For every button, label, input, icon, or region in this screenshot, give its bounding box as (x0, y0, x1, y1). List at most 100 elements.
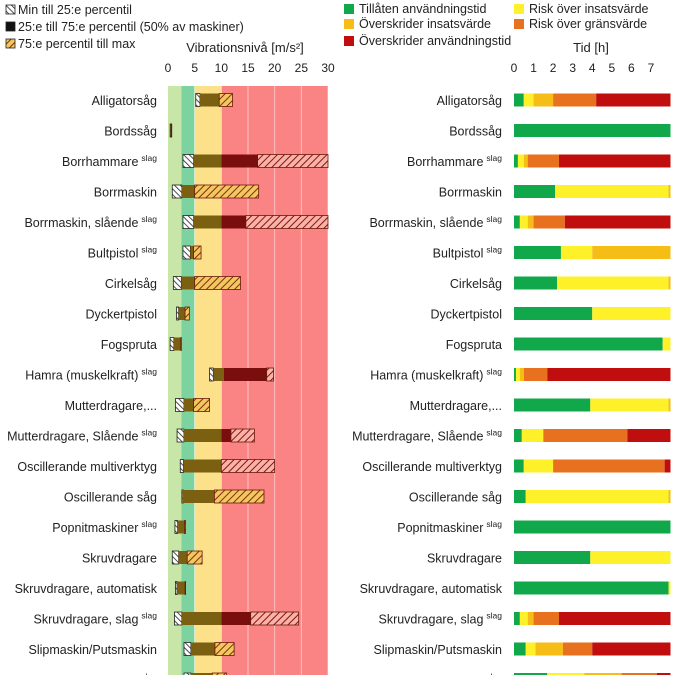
time-segment-2 (668, 398, 671, 412)
time-segment-0 (514, 215, 520, 229)
time-segment-1 (592, 307, 671, 320)
time-bar-7 (514, 307, 671, 320)
bar-min-p25 (209, 367, 214, 382)
bar-min-p25 (175, 581, 178, 595)
time-bar-16 (514, 581, 671, 595)
bar-p75-max (186, 550, 203, 565)
left-category-label: Bultpistol slag (88, 245, 158, 261)
right-legend-label: Överskrider användningstid (359, 34, 511, 48)
time-segment-3 (523, 368, 548, 381)
time-segment-0 (514, 124, 671, 137)
bar-p75-max (170, 123, 173, 138)
right-category-labels: Alligatorsåg Bordssåg Borrhammare slag Borrm… (352, 94, 503, 675)
bar-min-p25 (182, 245, 191, 260)
left-category-label: Borrhammare slag (62, 153, 157, 169)
left-category-label: Mutterdragare,... (65, 399, 157, 413)
time-segment-4 (564, 215, 671, 229)
bar-p75-max (193, 245, 202, 260)
right-legend: Tillåten användningstid Risk över insatsv… (344, 2, 649, 48)
bar-min-p25 (176, 428, 185, 443)
bar-min-p25 (182, 215, 195, 229)
time-segment-1 (668, 581, 671, 595)
bar-min-p25 (169, 337, 175, 351)
bar-p75-max (211, 672, 228, 675)
right-legend-label: Tillåten användningstid (359, 2, 486, 16)
time-segment-3 (562, 642, 593, 656)
time-segment-4 (558, 154, 671, 168)
right-category-label: Borrmaskin (439, 186, 502, 200)
vibration-bar-14 (174, 520, 187, 534)
time-bar-3 (514, 185, 671, 198)
vibration-bar-0 (195, 93, 233, 107)
time-bar-19 (514, 673, 671, 675)
time-segment-0 (514, 307, 593, 320)
right-legend-label: Risk över insatsvärde (529, 2, 649, 16)
time-segment-1 (523, 459, 554, 473)
time-segment-4 (664, 459, 671, 473)
vibration-bar-19 (183, 672, 228, 675)
right-category-label: Oscillerande såg (409, 491, 502, 505)
time-segment-3 (553, 459, 665, 473)
time-bar-10 (514, 398, 671, 412)
vibration-bar-9 (209, 367, 274, 382)
time-segment-0 (514, 93, 524, 107)
time-segment-1 (519, 612, 528, 625)
time-bar-15 (514, 551, 671, 564)
bar-p75-max (194, 184, 260, 199)
time-bar-14 (514, 520, 671, 534)
vibration-bar-18 (183, 642, 235, 656)
bar-min-p25 (176, 306, 180, 321)
bar-p25-p75 (183, 459, 222, 473)
time-segment-1 (662, 337, 671, 351)
left-x-axis-title: Vibrationsnivå [m/s²] (186, 40, 304, 55)
time-segment-1 (517, 154, 524, 168)
right-legend-swatch (344, 4, 354, 14)
right-category-label: Skruvdragare (427, 552, 502, 566)
vibration-bar-10 (175, 398, 211, 412)
left-category-label: Fogspruta (101, 338, 157, 352)
right-legend-label: Risk över gränsvärde (529, 17, 647, 31)
right-category-label: Oscillerande multiverktyg (362, 460, 502, 474)
right-category-label: Dyckertpistol (430, 308, 502, 322)
bar-min-p25 (195, 93, 201, 107)
vibration-bar-8 (169, 337, 182, 351)
right-x-tick-label: 1 (530, 61, 537, 75)
time-bar-17 (514, 612, 671, 625)
left-category-label: Skruvdragare, slag slag (33, 611, 157, 627)
time-segment-2 (533, 93, 554, 107)
vibration-bar-15 (171, 550, 203, 565)
bar-p25-p75 (177, 581, 186, 595)
vibration-bar-13 (181, 489, 265, 504)
time-segment-0 (514, 246, 561, 259)
time-segment-1 (560, 246, 593, 259)
time-segment-0 (514, 337, 663, 351)
right-legend-swatch (514, 4, 524, 14)
left-category-label: Popnitmaskiner slag (52, 519, 157, 535)
time-segment-0 (514, 368, 516, 381)
bar-p25-p75 (184, 429, 222, 442)
right-category-label: Borrmaskin, slående slag (369, 214, 502, 230)
time-segment-4 (656, 673, 671, 675)
time-segment-3 (533, 612, 559, 625)
time-bar-4 (514, 215, 671, 229)
bar-p75-max (266, 367, 274, 382)
left-category-label: Oscillerande såg (64, 491, 157, 505)
bar-min-p25 (183, 672, 192, 675)
bar-p25-p75 (181, 185, 195, 198)
time-segment-1 (515, 368, 520, 381)
time-segment-2 (668, 490, 671, 503)
right-x-tick-label: 0 (511, 61, 518, 75)
right-legend-swatch (344, 19, 354, 29)
time-segment-1 (525, 490, 669, 503)
bar-p75-max (184, 581, 186, 595)
time-segment-3 (527, 154, 559, 168)
right-category-label: Spikpistolslag (430, 672, 502, 675)
time-segment-2 (592, 246, 671, 259)
right-legend-swatch (514, 19, 524, 29)
time-segment-3 (533, 215, 565, 229)
vibration-bar-1 (169, 123, 173, 138)
vibration-bar-3 (171, 184, 260, 199)
right-category-label: Fogspruta (446, 338, 502, 352)
bar-p25-p75 (190, 673, 213, 675)
right-x-tick-label: 4 (589, 61, 596, 75)
